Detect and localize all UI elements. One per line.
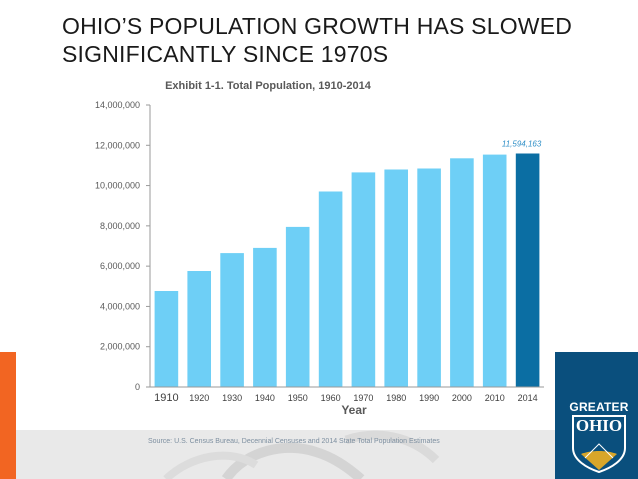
orange-accent-band [0,352,16,479]
bar-1980 [384,169,408,387]
chart-title: Exhibit 1-1. Total Population, 1910-2014 [165,80,372,92]
bar-1990 [417,168,441,387]
x-tick-label: 2010 [485,393,505,403]
y-tick-label: 6,000,000 [100,261,140,271]
y-tick-label: 8,000,000 [100,221,140,231]
x-tick-label: 1920 [189,393,209,403]
x-axis-label: Year [341,403,367,417]
slide-title: OHIO’S POPULATION GROWTH HAS SLOWED SIGN… [62,13,573,67]
bar-1910 [154,291,179,387]
bar-1960 [318,191,343,387]
x-tick-label: 2000 [452,393,472,403]
bar-1930 [220,253,244,387]
greater-ohio-logo: GREATER OHIO [566,398,632,478]
y-tick-label: 0 [135,382,140,392]
bar-2014 [515,153,540,387]
bar-1920 [187,271,211,387]
x-axis: 1910 1920 1930 1940 1950 1960 1970 1980 1990 2000… [150,386,544,404]
decorative-swirl-graphic [163,430,440,479]
y-tick-label: 2,000,000 [100,342,140,352]
ohio-shield-icon [572,415,626,474]
bar-1970 [351,172,376,387]
x-tick-label: 1930 [222,393,242,403]
bar-2000 [450,158,474,387]
y-axis: 0 2,000,000 4,000,000 6,000,000 8,000,000 10,… [95,100,151,392]
y-tick-label: 12,000,000 [95,140,140,150]
bar-1950 [285,226,310,387]
y-tick-label: 10,000,000 [95,181,140,191]
y-tick-label: 14,000,000 [95,100,140,110]
data-label-2014: 11,594,163 [502,139,542,148]
x-tick-label: 1940 [255,393,275,403]
x-tick-label: 2014 [518,393,538,403]
x-tick-label: 1910 [154,392,178,404]
x-tick-label: 1950 [288,393,308,403]
logo-text-top: GREATER [569,400,629,414]
x-tick-label: 1970 [353,393,373,403]
source-note: Source: U.S. Census Bureau, Decennial Ce… [148,438,440,445]
x-tick-label: 1990 [419,393,439,403]
y-tick-label: 4,000,000 [100,301,140,311]
x-tick-label: 1960 [321,393,341,403]
decorative-footer-strip [16,430,555,479]
bars-group: 11,594,163 [154,139,542,387]
x-tick-label: 1980 [386,393,406,403]
logo-text-bottom: OHIO [575,416,623,435]
bar-1940 [253,247,277,387]
bar-2010 [482,154,507,387]
